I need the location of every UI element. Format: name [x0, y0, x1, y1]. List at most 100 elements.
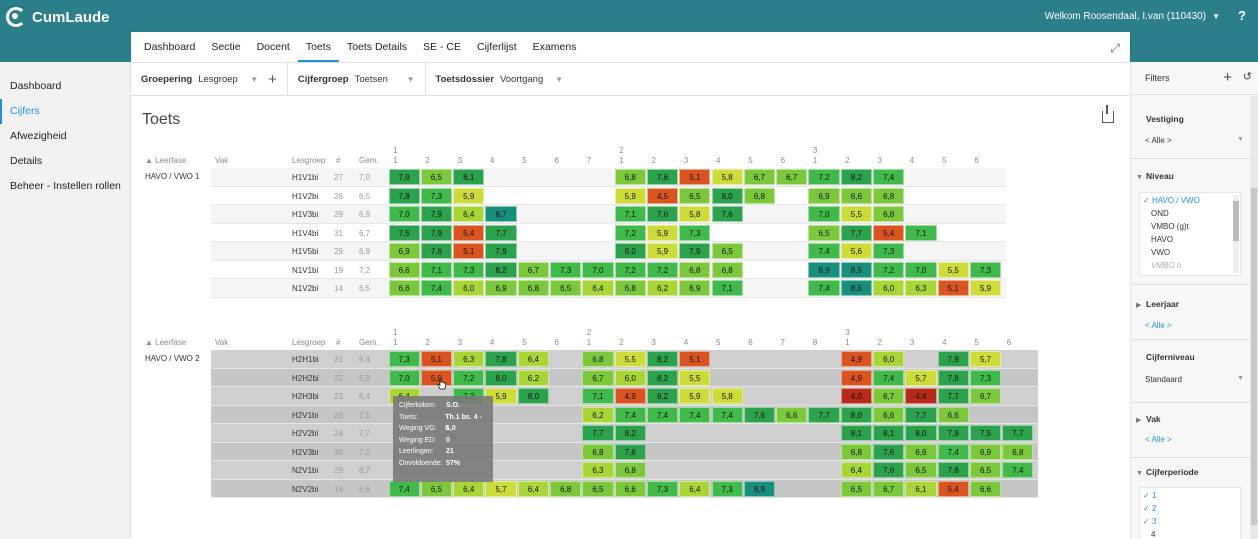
grade-cell[interactable]: 7,0	[388, 369, 420, 386]
groepering-select[interactable]: Lesgroep ▼	[198, 74, 258, 85]
grade-cell[interactable]: 6,6	[969, 480, 1002, 497]
grade-cell[interactable]: 7,3	[453, 261, 485, 278]
grade-cell[interactable]: 5,5	[614, 351, 646, 367]
tab-docent[interactable]: Docent	[256, 41, 290, 53]
add-groepering-button[interactable]: +	[268, 70, 277, 88]
grade-cell[interactable]: 7,4	[808, 280, 840, 296]
grade-cell[interactable]: 6,5	[679, 187, 711, 204]
grade-cell[interactable]: 6,3	[905, 280, 937, 296]
grade-cell[interactable]: 7,3	[969, 261, 1002, 278]
grade-cell[interactable]: 8,0	[840, 406, 872, 423]
grade-cell[interactable]: 7,9	[937, 351, 969, 367]
toetsdossier-select[interactable]: Voortgang ▼	[500, 74, 563, 85]
grade-cell[interactable]: 6,8	[743, 187, 776, 204]
grade-cell[interactable]: 5,7	[485, 480, 517, 497]
grade-cell[interactable]: 8,1	[873, 425, 905, 441]
grade-cell[interactable]: 8,0	[485, 369, 517, 386]
grade-cell[interactable]: 6,5	[582, 480, 614, 497]
grade-cell[interactable]: 6,2	[646, 280, 679, 296]
grade-cell[interactable]: 6,3	[453, 351, 485, 367]
grade-cell[interactable]: 6,6	[937, 406, 969, 423]
grade-cell[interactable]: 6,9	[969, 443, 1002, 460]
grade-cell[interactable]: 6,4	[517, 480, 549, 497]
grade-cell[interactable]: 8,7	[485, 206, 517, 222]
grade-cell[interactable]: 4,5	[646, 187, 679, 204]
help-button[interactable]: ?	[1238, 8, 1246, 23]
grade-cell[interactable]: 6,5	[969, 462, 1002, 478]
grade-cell[interactable]: 7,2	[873, 261, 905, 278]
grade-cell[interactable]: 6,6	[388, 280, 420, 296]
grade-cell[interactable]: 6,7	[969, 388, 1002, 404]
grade-cell[interactable]: 7,2	[614, 224, 646, 241]
periode-option-1[interactable]: ✓ 1	[1143, 491, 1157, 500]
brand[interactable]: CumLaude	[6, 6, 110, 28]
niveau-scrollbar[interactable]	[1233, 195, 1239, 273]
grade-cell[interactable]: 5,0	[420, 369, 453, 386]
grade-cell[interactable]: 6,8	[582, 351, 614, 367]
grade-cell[interactable]: 8,2	[840, 169, 872, 185]
grade-cell[interactable]: 7,4	[873, 369, 905, 386]
grade-cell[interactable]: 6,9	[388, 243, 420, 259]
cijfergroep-select[interactable]: Toetsen ▼	[355, 74, 415, 85]
grade-cell[interactable]: 5,5	[679, 369, 711, 386]
grade-cell[interactable]: 7,6	[873, 462, 905, 478]
grade-cell[interactable]: 7,5	[388, 224, 420, 241]
add-filter-button[interactable]: +	[1223, 69, 1232, 86]
grade-cell[interactable]: 8,0	[614, 243, 646, 259]
grade-cell[interactable]: 7,6	[873, 443, 905, 460]
grade-cell[interactable]: 5,4	[937, 480, 969, 497]
grade-cell[interactable]: 8,0	[711, 187, 743, 204]
grade-cell[interactable]: 7,9	[420, 224, 453, 241]
tab-toets-details[interactable]: Toets Details	[346, 41, 408, 53]
grade-cell[interactable]: 8,2	[614, 425, 646, 441]
grade-cell[interactable]: 5,1	[679, 351, 711, 367]
grade-cell[interactable]: 7,1	[582, 388, 614, 404]
grade-cell[interactable]: 6,5	[550, 280, 582, 296]
grade-cell[interactable]: 5,9	[646, 224, 679, 241]
grade-cell[interactable]: 4,4	[905, 388, 937, 404]
grade-cell[interactable]: 6,6	[840, 187, 872, 204]
reset-filters-icon[interactable]: ↺	[1242, 71, 1252, 83]
grade-cell[interactable]: 7,9	[485, 243, 517, 259]
vestiging-select[interactable]: < Alle > ▼	[1145, 136, 1244, 145]
grade-cell[interactable]: 7,4	[420, 280, 453, 296]
grade-cell[interactable]: 6,7	[776, 169, 808, 185]
grade-cell[interactable]: 6,7	[873, 480, 905, 497]
grade-cell[interactable]: 4,9	[614, 388, 646, 404]
grade-cell[interactable]: 5,9	[453, 187, 485, 204]
grade-cell[interactable]: 7,1	[420, 261, 453, 278]
grade-cell[interactable]: 7,9	[679, 243, 711, 259]
grade-cell[interactable]: 7,6	[614, 443, 646, 460]
grade-cell[interactable]: 6,8	[614, 462, 646, 478]
grade-cell[interactable]: 7,5	[969, 425, 1002, 441]
grade-cell[interactable]: 7,1	[711, 280, 743, 296]
grade-cell[interactable]: 7,2	[808, 169, 840, 185]
grade-cell[interactable]: 6,4	[517, 351, 549, 367]
grade-cell[interactable]: 6,6	[388, 261, 420, 278]
grade-cell[interactable]: 6,8	[873, 187, 905, 204]
grade-cell[interactable]: 7,3	[873, 243, 905, 259]
grade-cell[interactable]: 6,6	[873, 406, 905, 423]
grade-cell[interactable]: 6,3	[582, 462, 614, 478]
grade-cell[interactable]: 7,3	[646, 480, 679, 497]
nav-cijfers[interactable]: Cijfers	[0, 99, 130, 124]
grade-cell[interactable]: 6,0	[873, 351, 905, 367]
grade-cell[interactable]: 5,9	[485, 388, 517, 404]
grade-cell[interactable]: 6,8	[614, 169, 646, 185]
grade-cell[interactable]: 6,4	[453, 480, 485, 497]
grade-cell[interactable]: 7,4	[711, 406, 743, 423]
grade-cell[interactable]: 8,2	[485, 261, 517, 278]
grade-cell[interactable]: 5,1	[453, 243, 485, 259]
grade-cell[interactable]: 6,7	[873, 388, 905, 404]
nav-dashboard[interactable]: Dashboard	[10, 80, 62, 92]
grade-cell[interactable]: 7,4	[873, 169, 905, 185]
grade-cell[interactable]: 6,0	[614, 369, 646, 386]
grade-cell[interactable]: 6,5	[808, 224, 840, 241]
grade-cell[interactable]: 7,3	[550, 261, 582, 278]
grade-cell[interactable]: 6,7	[743, 169, 776, 185]
tab-toets[interactable]: Toets	[297, 32, 339, 62]
tab-examens[interactable]: Examens	[532, 41, 577, 53]
grade-cell[interactable]: 5,4	[453, 224, 485, 241]
grade-cell[interactable]: 6,4	[679, 480, 711, 497]
grade-cell[interactable]: 5,5	[937, 261, 969, 278]
